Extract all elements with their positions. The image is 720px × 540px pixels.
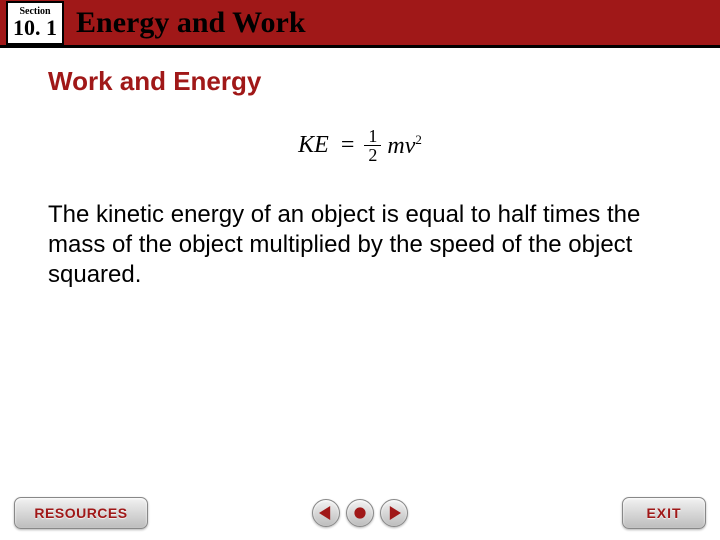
resources-button[interactable]: RESOURCES xyxy=(14,497,148,529)
equation-superscript: 2 xyxy=(415,132,422,147)
prev-button[interactable] xyxy=(312,499,340,527)
footer-bar: RESOURCES EXIT xyxy=(0,486,720,540)
subtitle: Work and Energy xyxy=(48,66,672,97)
fraction-numerator: 1 xyxy=(364,127,381,146)
equation-equals: = xyxy=(341,132,355,159)
equation-lhs: KE xyxy=(298,132,329,159)
home-button[interactable] xyxy=(346,499,374,527)
equation-container: KE = 1 2 mv2 xyxy=(48,127,672,164)
triangle-left-icon xyxy=(319,506,333,520)
body-text: The kinetic energy of an object is equal… xyxy=(48,200,672,290)
chapter-title: Energy and Work xyxy=(76,6,306,40)
content-area: Work and Energy KE = 1 2 mv2 The kinetic… xyxy=(0,48,720,290)
section-box: Section 10. 1 xyxy=(6,1,64,45)
circle-icon xyxy=(353,506,367,520)
header-bar: Section 10. 1 Energy and Work xyxy=(0,0,720,48)
triangle-right-icon xyxy=(387,506,401,520)
kinetic-energy-equation: KE = 1 2 mv2 xyxy=(298,127,422,164)
exit-button[interactable]: EXIT xyxy=(622,497,706,529)
next-button[interactable] xyxy=(380,499,408,527)
equation-rhs: mv2 xyxy=(387,132,421,160)
section-number: 10. 1 xyxy=(13,17,57,39)
equation-fraction: 1 2 xyxy=(364,127,381,164)
fraction-denominator: 2 xyxy=(364,146,381,164)
slide: Section 10. 1 Energy and Work Work and E… xyxy=(0,0,720,540)
